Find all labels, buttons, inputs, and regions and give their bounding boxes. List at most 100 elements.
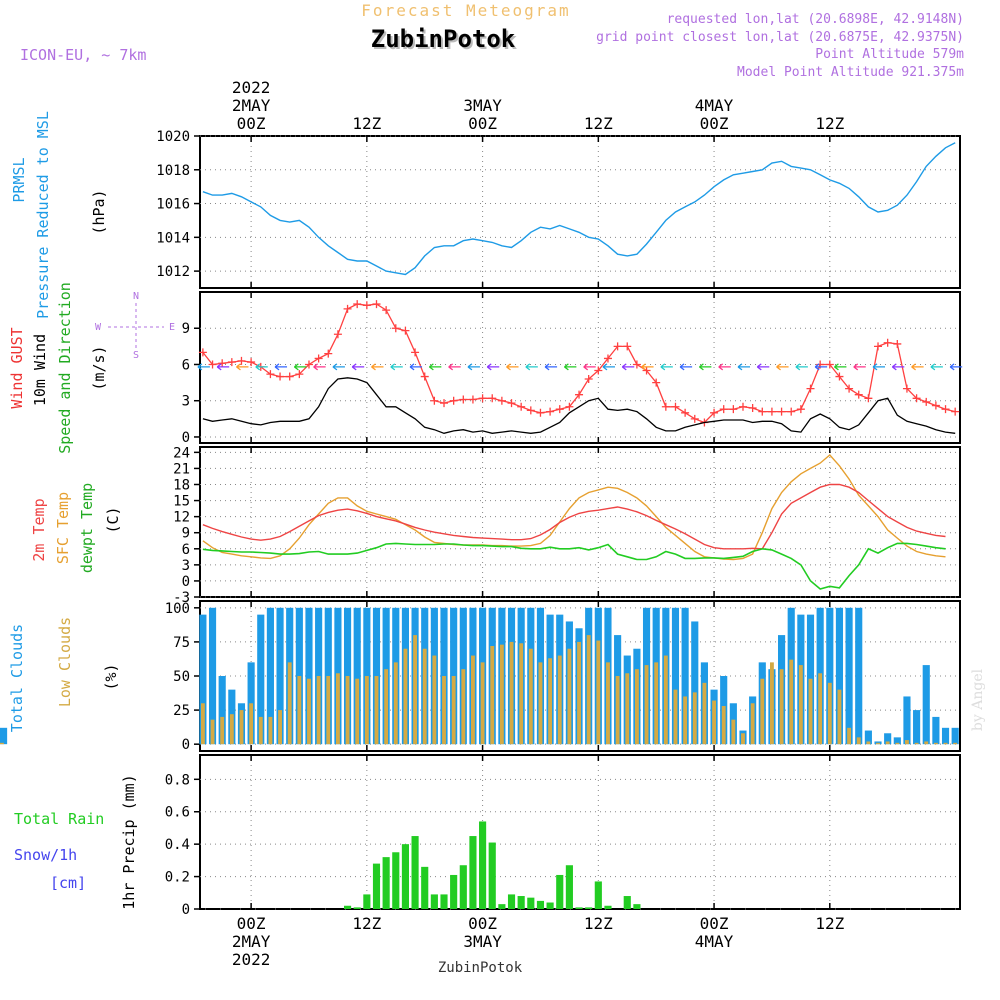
low-cloud-bar — [384, 669, 389, 745]
total-cloud-bar — [913, 710, 921, 745]
wind-gust-marker — [603, 354, 612, 363]
panel-1: 0 3 6 9 — [182, 292, 963, 446]
low-cloud-bar — [490, 646, 495, 745]
wind-gust-marker — [362, 301, 371, 310]
top-time-label: 00Z — [468, 114, 497, 133]
wind-gust-marker — [922, 397, 931, 406]
precip-unit: 1hr Precip (mm) — [120, 774, 138, 909]
low-cloud-bar — [924, 741, 929, 745]
wind-gust-marker — [825, 360, 834, 369]
low-cloud-bar — [220, 716, 225, 745]
y-tick-label: 24 — [173, 445, 190, 461]
low-cloud-bar — [837, 689, 842, 745]
compass-south: S — [133, 350, 139, 361]
low-cloud-bar — [499, 644, 504, 745]
total-cloud-bar — [218, 676, 226, 745]
low-cloud-bar — [953, 742, 958, 745]
clouds-unit: (%) — [102, 663, 120, 690]
wind-gust-marker — [333, 330, 342, 339]
wind-gust-marker — [353, 300, 362, 309]
wind-direction-arrow — [255, 363, 268, 371]
wind-gust-marker — [652, 378, 661, 387]
low-cloud-bar — [876, 742, 880, 745]
wind-gust-marker — [430, 396, 439, 405]
total-cloud-bar — [276, 607, 284, 745]
low-cloud-bar — [770, 662, 774, 745]
total-cloud-bar — [671, 607, 680, 745]
y-tick-label: 3 — [182, 558, 190, 574]
low-cloud-bar — [307, 678, 311, 745]
wind-direction-arrow — [699, 363, 712, 371]
wind-direction-arrow — [853, 363, 866, 371]
wind-gust-marker — [681, 408, 690, 417]
y-tick-label: 0 — [182, 737, 190, 753]
y-tick-label: 12 — [173, 510, 190, 526]
low-cloud-bar — [654, 662, 659, 745]
low-cloud-bar — [866, 741, 871, 745]
wind-direction-arrow — [660, 363, 673, 371]
low-cloud-bar — [856, 737, 861, 745]
low-cloud-bar — [297, 676, 302, 745]
y-tick-label: 6 — [182, 357, 190, 373]
low-cloud-bar — [712, 700, 716, 745]
low-cloud-bar — [943, 742, 948, 745]
closest-coords: grid point closest lon,lat (20.6875E, 42… — [596, 30, 964, 45]
rain-bar — [585, 907, 593, 909]
low-cloud-bar — [345, 676, 350, 745]
wind-gust-marker — [623, 342, 632, 351]
wind-gust-marker — [237, 356, 246, 365]
wind-10m-label: 10m Wind — [31, 334, 49, 406]
wind-direction-arrow — [776, 363, 789, 371]
wind-direction-arrow — [621, 363, 635, 371]
low-cloud-bar — [364, 676, 369, 745]
low-cloud-bar — [779, 669, 784, 745]
wind-direction-arrow — [814, 363, 828, 371]
low-cloud-bar — [471, 655, 475, 745]
low-cloud-bar — [422, 648, 427, 745]
y-tick-label: 18 — [173, 478, 190, 494]
wind-gust-marker — [767, 407, 776, 416]
pressure-label-prmsl: PRMSL — [10, 157, 28, 202]
total-cloud-bar — [855, 607, 863, 745]
wind-gust-marker — [247, 358, 256, 367]
wind-gust-marker — [391, 324, 400, 333]
low-cloud-bar — [586, 635, 591, 745]
rain-bar — [498, 904, 506, 909]
total-cloud-bar — [199, 614, 207, 745]
y-tick-label: 50 — [173, 669, 190, 685]
bottom-time-label: 12Z — [815, 914, 844, 933]
wind-direction-arrow — [872, 363, 886, 371]
low-cloud-bar — [914, 742, 919, 745]
wind-gust-marker — [488, 394, 497, 403]
wind-direction-arrow — [737, 363, 750, 371]
wind-gust-marker — [526, 406, 535, 415]
rain-bar — [401, 844, 409, 909]
top-time-label: 2MAY — [232, 96, 271, 115]
rain-bar — [353, 907, 361, 909]
y-tick-label: 9 — [182, 526, 190, 542]
wind-direction-arrow — [834, 363, 847, 371]
rain-bar — [594, 881, 602, 909]
wind-direction-arrow — [390, 363, 403, 371]
bottom-time-label: 12Z — [352, 914, 381, 933]
rain-bar — [459, 865, 467, 909]
wind-gust-marker — [632, 360, 641, 369]
low-cloud-bar — [413, 635, 418, 745]
low-cloud-bar — [808, 678, 813, 745]
panel-frame — [199, 135, 961, 289]
wind-direction-arrow — [486, 363, 500, 371]
wind-direction-arrow — [428, 363, 442, 371]
low-cloud-bar — [741, 733, 745, 745]
total-cloud-bar — [0, 727, 8, 745]
wind-gust-marker — [517, 402, 526, 411]
low-cloud-bar — [287, 662, 292, 745]
wind-gust-marker — [227, 358, 236, 367]
total-cloud-bar — [941, 727, 950, 745]
top-time-label: 4MAY — [695, 96, 734, 115]
wind-gust-marker — [449, 396, 458, 405]
pressure-label-long: Pressure Reduced to MSL — [34, 111, 52, 319]
low-cloud-bar — [548, 658, 553, 745]
y-tick-label: -3 — [173, 590, 190, 606]
low-cloud-bar — [374, 676, 379, 745]
snow-unit-label: [cm] — [50, 874, 86, 892]
